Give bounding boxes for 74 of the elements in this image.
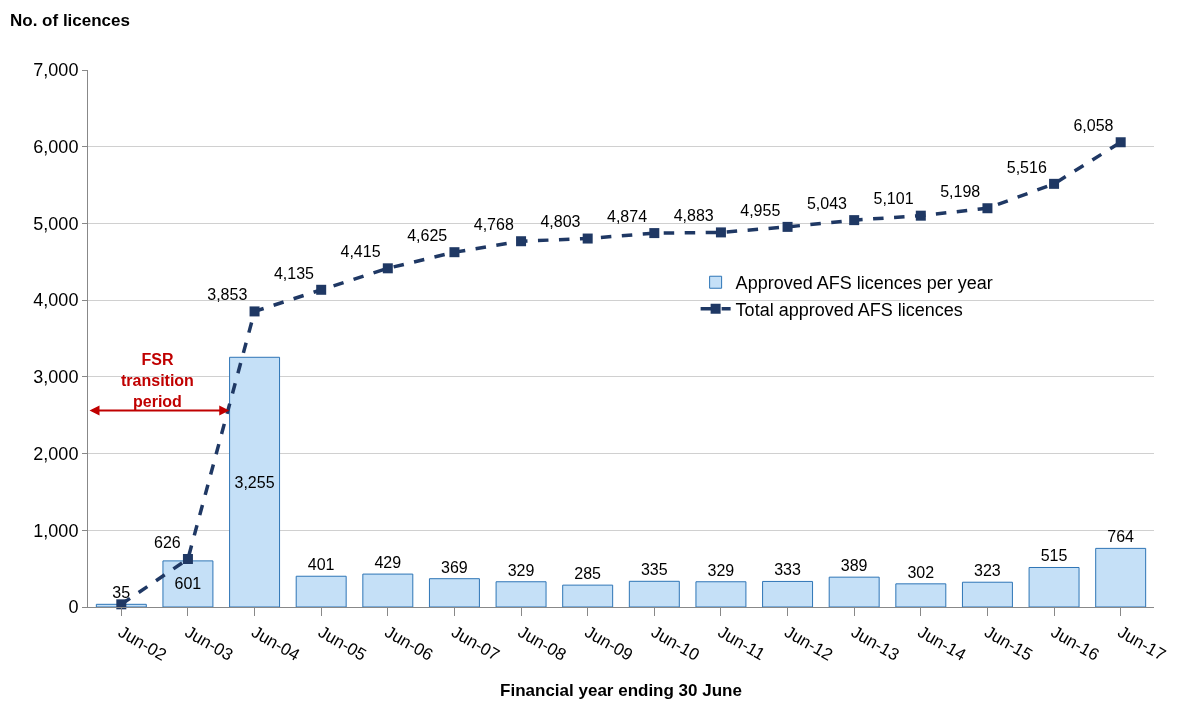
data-label: 329 xyxy=(507,561,535,579)
point xyxy=(449,247,460,258)
bar xyxy=(695,581,747,607)
data-label: 429 xyxy=(374,554,402,572)
y-axis-title: No. of licences xyxy=(10,11,130,30)
y-tick-label: 3,000 xyxy=(33,367,79,388)
x-axis-title: Financial year ending 30 June xyxy=(500,681,742,701)
data-label: 4,883 xyxy=(673,207,714,225)
point xyxy=(516,236,527,247)
data-label: 5,043 xyxy=(806,194,848,212)
bar xyxy=(628,580,680,607)
data-label: 35 xyxy=(112,584,131,602)
y-tick-label: 6,000 xyxy=(33,137,79,158)
data-label: 3,853 xyxy=(207,286,248,304)
bar xyxy=(828,576,880,607)
y-tick-label: 1,000 xyxy=(33,520,79,541)
point xyxy=(915,210,926,221)
data-label: 4,135 xyxy=(273,264,315,282)
bar xyxy=(229,356,281,607)
point xyxy=(1115,137,1126,148)
point xyxy=(316,284,327,295)
point xyxy=(382,263,393,274)
y-tick-label: 0 xyxy=(68,597,79,618)
data-label: 5,101 xyxy=(873,190,914,208)
y-tick-label: 5,000 xyxy=(33,213,79,234)
data-label: 515 xyxy=(1040,547,1068,565)
data-label: 333 xyxy=(774,561,801,579)
point xyxy=(849,215,860,226)
data-label: 369 xyxy=(441,558,468,576)
data-label: 323 xyxy=(974,562,1001,580)
bar xyxy=(895,583,947,607)
data-label: 335 xyxy=(640,561,668,579)
point xyxy=(982,203,993,214)
data-label: 285 xyxy=(574,565,602,583)
legend-label: Total approved AFS licences xyxy=(735,299,963,320)
bar xyxy=(562,584,614,607)
point xyxy=(715,227,726,238)
point xyxy=(649,228,660,239)
bar xyxy=(495,581,547,607)
bar xyxy=(295,575,347,607)
bar xyxy=(362,573,414,607)
data-label: 4,768 xyxy=(473,215,514,233)
data-label: 4,415 xyxy=(340,243,381,261)
bar xyxy=(428,578,480,607)
data-label: 5,198 xyxy=(940,182,981,200)
bar xyxy=(1028,566,1080,607)
y-tick-label: 7,000 xyxy=(33,60,79,81)
data-label: 601 xyxy=(174,575,202,593)
annotation: FSR transition period xyxy=(121,351,194,410)
data-label: 329 xyxy=(707,561,735,579)
point xyxy=(182,553,193,564)
point xyxy=(249,306,260,317)
point xyxy=(782,221,793,232)
data-label: 4,955 xyxy=(740,201,781,219)
data-label: 4,874 xyxy=(607,207,648,225)
y-tick-label: 2,000 xyxy=(33,443,79,464)
data-label: 401 xyxy=(307,556,335,574)
data-label: 6,058 xyxy=(1073,117,1114,135)
y-tick-label: 4,000 xyxy=(33,290,79,311)
bar xyxy=(1095,547,1147,607)
bar xyxy=(961,581,1013,607)
data-label: 389 xyxy=(840,557,868,575)
data-label: 302 xyxy=(907,563,935,581)
bar xyxy=(762,580,814,607)
data-label: 764 xyxy=(1107,528,1135,546)
data-label: 5,516 xyxy=(1006,158,1047,176)
legend-label: Approved AFS licences per year xyxy=(735,273,993,294)
data-label: 3,255 xyxy=(234,473,275,491)
bar xyxy=(162,560,214,607)
data-label: 4,803 xyxy=(540,213,581,231)
data-label: 4,625 xyxy=(407,226,448,244)
point xyxy=(1049,178,1060,189)
data-label: 626 xyxy=(153,533,181,551)
point xyxy=(582,233,593,244)
